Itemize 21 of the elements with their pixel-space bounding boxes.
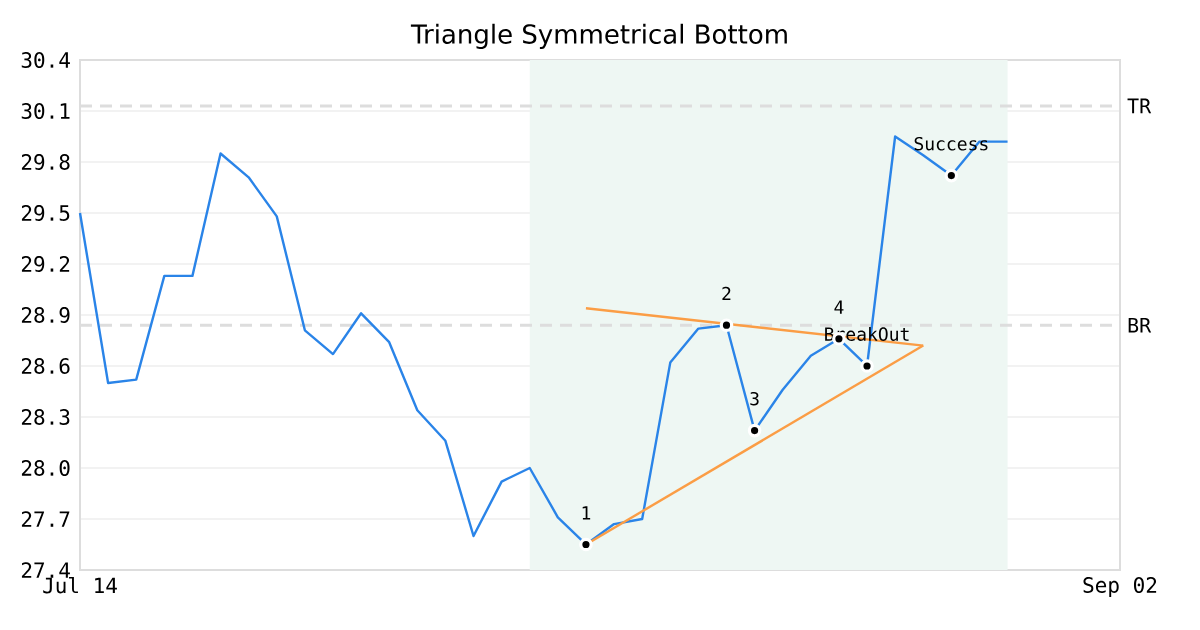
x-tick-label: Sep 02 [1083, 577, 1157, 597]
y-tick-label: 28.9 [21, 307, 70, 323]
y-tick-label: 29.5 [21, 205, 70, 221]
annotation: Success [914, 136, 988, 151]
y-tick-label: 27.7 [21, 511, 70, 527]
y-tick-label: 28.3 [21, 409, 70, 425]
y-tick-label: 27.4 [21, 562, 70, 578]
y-tick-label: 29.2 [21, 256, 70, 272]
ref-line-label: BR [1128, 317, 1152, 333]
ref-line-label: TR [1127, 98, 1152, 114]
chart-title: Triangle Symmetrical Bottom [410, 23, 787, 49]
annotation: 1 [582, 506, 591, 520]
annotation: 4 [834, 300, 844, 314]
x-tick-label: Jul 14 [43, 577, 117, 594]
y-tick-label: 28.0 [21, 460, 70, 476]
y-tick-label: 29.8 [21, 154, 70, 170]
annotation: 2 [722, 286, 731, 301]
y-tick-label: 30.4 [21, 52, 70, 68]
y-tick-label: 28.6 [21, 358, 70, 374]
annotation: 3 [750, 391, 759, 406]
y-tick-label: 30.1 [21, 103, 70, 119]
